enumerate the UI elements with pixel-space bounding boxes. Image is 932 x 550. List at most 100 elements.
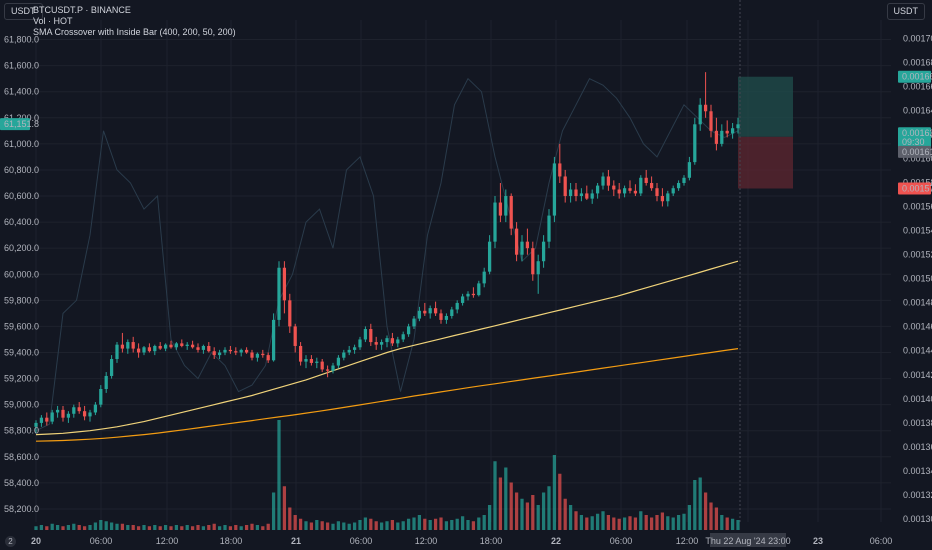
- volume-bar: [536, 505, 540, 530]
- candle-body: [196, 347, 200, 350]
- candle-body: [541, 241, 546, 262]
- left-axis-unit[interactable]: USDT: [4, 3, 43, 20]
- volume-bar: [493, 461, 497, 530]
- candle-body: [720, 130, 724, 144]
- volume-bar: [39, 525, 44, 530]
- volume-bar: [649, 517, 654, 530]
- candle-body: [703, 104, 708, 112]
- candle-body: [82, 411, 87, 417]
- candle-body: [590, 193, 594, 199]
- volume-bar: [163, 525, 168, 530]
- volume-bar: [217, 526, 222, 530]
- right-tick-label: 0.001540: [903, 226, 932, 236]
- right-axis-unit[interactable]: USDT: [886, 3, 925, 20]
- candle-body: [136, 348, 141, 353]
- candle-body: [487, 241, 492, 272]
- price-badges: 61,151.80.0016680.00162109:300.0016180.0…: [0, 70, 932, 195]
- volume-bar: [120, 523, 125, 530]
- legend-indicator[interactable]: SMA Crossover with Inside Bar (400, 200,…: [33, 27, 236, 37]
- candle-body: [244, 349, 249, 353]
- candle-body: [450, 309, 454, 316]
- volume-bar: [682, 513, 686, 530]
- volume-bar: [736, 520, 740, 530]
- right-tick-label: 0.001300: [903, 514, 932, 524]
- overlay-line: [35, 77, 739, 432]
- candle-body: [174, 343, 179, 348]
- candle-body: [574, 189, 578, 197]
- right-tick-label: 0.001340: [903, 466, 932, 476]
- volume-bar: [693, 480, 697, 530]
- volume-bar: [509, 482, 513, 530]
- volume-bar: [498, 477, 503, 530]
- candle-body: [714, 130, 719, 144]
- candle-body: [288, 300, 292, 327]
- right-price-axis: 0.0017000.0016800.0016600.0016400.001620…: [903, 33, 932, 524]
- legend-volume[interactable]: Vol · HOT: [33, 16, 73, 26]
- right-tick-label: 0.001600: [903, 153, 932, 163]
- candle-body: [725, 130, 729, 134]
- volume-bar: [423, 518, 427, 530]
- volume-bar: [277, 420, 281, 530]
- candle-body: [585, 193, 589, 199]
- candle-body: [34, 422, 38, 427]
- candle-body: [612, 185, 616, 190]
- candle-body: [396, 339, 400, 344]
- candle-body: [406, 326, 411, 335]
- volume-bar: [374, 521, 378, 530]
- candle-body: [147, 347, 152, 352]
- time-tick-label: 20: [31, 536, 41, 546]
- right-tick-label: 0.001680: [903, 57, 932, 67]
- left-tick-label: 61,600.0: [4, 61, 39, 71]
- left-tick-label: 61,000.0: [4, 139, 39, 149]
- volume-bar: [730, 518, 735, 530]
- candle-body: [379, 342, 384, 345]
- volume-bar: [109, 522, 114, 530]
- volume-bar: [563, 498, 567, 530]
- volume-bars: [34, 420, 740, 530]
- volume-bar: [714, 507, 719, 530]
- volume-bar: [396, 522, 400, 530]
- candle-body: [352, 347, 357, 350]
- volume-bar: [385, 521, 389, 530]
- candle-body: [315, 361, 319, 363]
- candle-body: [201, 345, 206, 350]
- candle-body: [126, 342, 130, 349]
- candle-body: [698, 104, 702, 125]
- volume-bar: [666, 516, 670, 530]
- volume-bar: [293, 515, 297, 530]
- candle-body: [666, 193, 670, 202]
- legend-symbol[interactable]: BTCUSDT.P · BINANCE: [33, 5, 131, 15]
- timezone-button[interactable]: 2: [5, 536, 16, 547]
- volume-bar: [250, 523, 254, 530]
- volume-bar: [504, 467, 508, 530]
- volume-bar: [487, 505, 492, 530]
- candle-body: [417, 310, 422, 319]
- candle-body: [293, 326, 297, 346]
- volume-bar: [482, 515, 486, 530]
- sma-slow-line: [35, 348, 739, 442]
- candle-body: [520, 241, 524, 255]
- candle-body: [277, 267, 281, 320]
- right-tick-label: 0.001400: [903, 394, 932, 404]
- position-target-zone[interactable]: [738, 76, 793, 137]
- position-stop-zone[interactable]: [738, 136, 793, 189]
- candle-body: [45, 417, 49, 422]
- candle-body: [693, 124, 697, 163]
- time-tick-label: 12:00: [415, 536, 438, 546]
- candle-body: [687, 162, 692, 178]
- right-tick-label: 0.001420: [903, 370, 932, 380]
- volume-bar: [223, 525, 227, 530]
- volume-bar: [288, 507, 292, 530]
- volume-bar: [115, 523, 119, 530]
- candle-body: [552, 163, 557, 216]
- left-tick-label: 60,800.0: [4, 165, 39, 175]
- volume-bar: [271, 492, 276, 530]
- candle-body: [61, 409, 65, 418]
- candle-body: [374, 342, 378, 345]
- candle-body: [104, 375, 108, 390]
- volume-bar: [158, 526, 162, 530]
- right-tick-label: 0.001580: [903, 177, 932, 187]
- candle-body: [342, 352, 346, 358]
